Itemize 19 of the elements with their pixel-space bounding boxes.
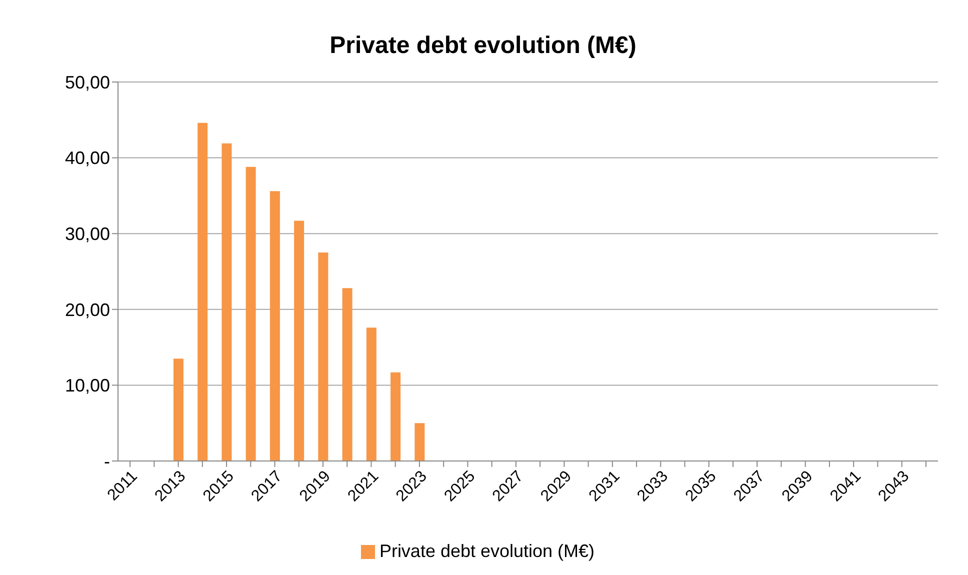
bar <box>173 358 184 461</box>
bar <box>294 220 304 461</box>
bar <box>342 288 352 461</box>
y-tick-label: 50,00 <box>64 72 110 92</box>
y-tick-label: - <box>104 451 110 472</box>
bar <box>390 372 401 461</box>
y-tick-label: 40,00 <box>64 148 110 168</box>
bar <box>414 423 425 461</box>
bar <box>198 122 208 461</box>
bar <box>318 252 328 461</box>
y-tick-label: 30,00 <box>64 224 110 244</box>
bar <box>270 191 280 461</box>
y-tick-label: 10,00 <box>64 376 110 396</box>
bar <box>222 143 232 461</box>
legend-label: Private debt evolution (M€) <box>379 541 595 561</box>
chart-title: Private debt evolution (M€) <box>328 31 638 61</box>
y-tick-label: 20,00 <box>64 300 110 320</box>
bar <box>366 328 376 461</box>
bar <box>246 166 256 461</box>
